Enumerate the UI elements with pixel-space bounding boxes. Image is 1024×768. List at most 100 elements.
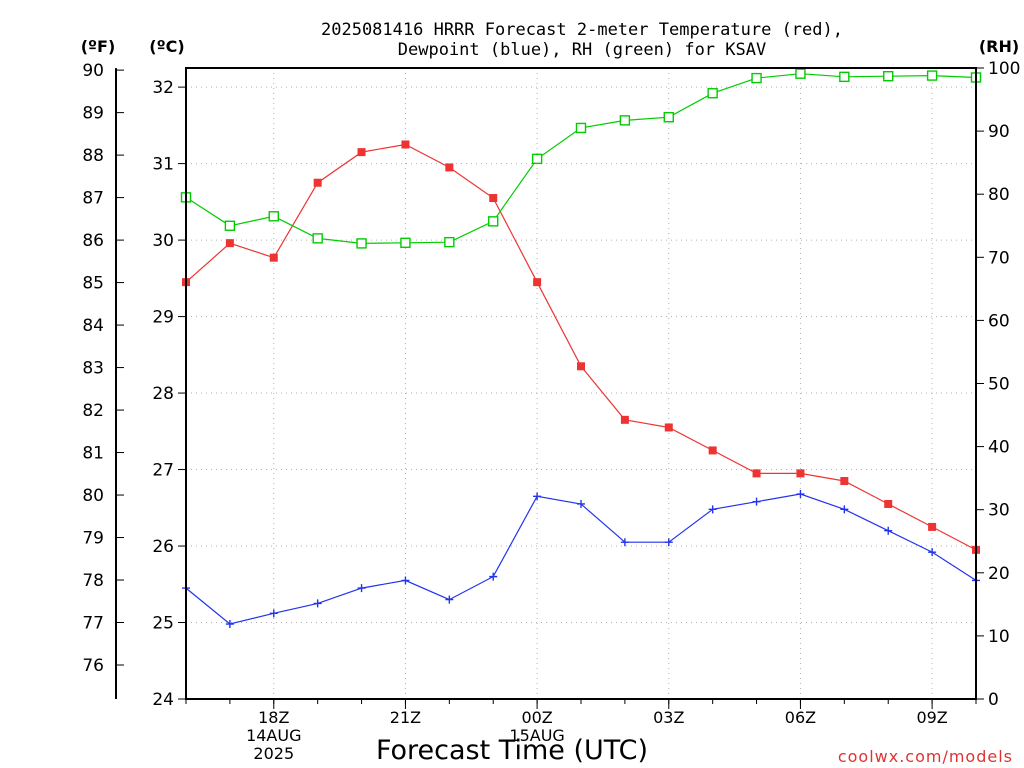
rh-point [356,238,367,249]
x-tick-label: 00Z [521,708,552,727]
rh-tick-label: 20 [988,564,1010,584]
temperature-point [928,522,937,531]
fahrenheit-tick-label: 87 [82,189,104,209]
rh-series [180,68,982,249]
rh-point [268,211,279,222]
series-layer [180,68,982,629]
temperature-point [620,415,629,424]
dewpoint-series [182,490,980,629]
rh-tick-label: 70 [988,248,1010,268]
x-tick-label: 14AUG [246,726,301,745]
temperature-point [577,362,585,371]
dewpoint-point [533,492,542,501]
dewpoint-point [796,490,805,499]
celsius-tick-label: 24 [152,690,174,710]
fahrenheit-tick-label: 78 [82,571,104,591]
dewpoint-point [928,548,937,557]
rh-point [531,153,543,165]
fahrenheit-tick-label: 84 [82,316,104,336]
rh-point [619,115,631,126]
x-tick-label: 2025 [253,744,294,763]
rh-point [488,216,499,227]
rh-tick-label: 100 [988,59,1020,79]
temperature-line [185,143,977,551]
dewpoint-point [708,505,717,514]
fahrenheit-tick-label: 82 [82,401,104,421]
fahrenheit-tick-label: 90 [82,61,104,81]
rh-point [751,72,762,84]
celsius-tick-label: 29 [152,308,174,328]
temperature-point [445,163,454,172]
temperature-point [401,140,410,149]
dewpoint-point [313,599,322,608]
x-tick-label: 18Z [258,708,289,727]
fahrenheit-tick-label: 77 [82,614,104,634]
dewpoint-point [401,576,410,585]
rh-tick-label: 30 [988,501,1010,521]
rh-point [839,71,850,83]
celsius-unit-label: (ºC) [149,37,184,56]
celsius-tick-label: 30 [152,231,174,251]
fahrenheit-tick-label: 88 [82,146,104,166]
fahrenheit-tick-label: 79 [82,529,104,549]
x-axis-label: Forecast Time (UTC) [376,735,648,766]
rh-point [663,112,674,123]
x-tick-label: 03Z [653,708,684,727]
rh-point [400,237,411,248]
fahrenheit-tick-label: 89 [82,104,104,124]
fahrenheit-tick-label: 80 [82,486,104,506]
fahrenheit-tick-label: 76 [82,656,104,676]
rh-tick-label: 40 [988,438,1010,458]
celsius-tick-label: 32 [152,78,174,98]
temperature-point [708,446,717,455]
temperature-point [313,178,322,187]
rh-point [224,220,236,231]
rh-tick-label: 0 [988,690,999,710]
dewpoint-point [225,620,234,629]
fahrenheit-tick-label: 85 [82,274,104,294]
dewpoint-point [489,572,498,581]
rh-line [185,73,977,245]
fahrenheit-tick-label: 86 [82,231,104,251]
celsius-tick-label: 26 [152,537,174,557]
x-tick-label: 21Z [390,708,421,727]
dewpoint-point [664,538,673,547]
temperature-point [752,469,761,478]
temperature-point [796,469,805,478]
dewpoint-point [577,499,585,508]
grid-lines [186,68,976,699]
temperature-point [489,194,498,203]
dewpoint-point [357,584,366,593]
temperature-point [533,278,542,287]
rh-tick-label: 50 [988,375,1010,395]
rh-tick-label: 90 [988,122,1010,142]
rh-tick-label: 10 [988,627,1010,647]
chart-title-line2: Dewpoint (blue), RH (green) for KSAV [398,40,766,60]
rh-unit-label: (RH) [979,37,1019,56]
rh-point [926,70,938,81]
temperature-point [884,499,893,508]
dewpoint-point [752,497,761,506]
dewpoint-point [269,609,278,618]
temperature-point [269,253,278,262]
temperature-series [182,140,980,554]
fahrenheit-tick-label: 83 [82,359,104,379]
celsius-tick-label: 27 [152,461,174,481]
plot-frame [185,67,977,700]
rh-point [883,71,894,82]
x-tick-label: 15AUG [509,726,564,745]
x-tick-label: 09Z [916,708,947,727]
rh-point [444,236,455,248]
fahrenheit-tick-label: 81 [82,444,104,464]
dewpoint-point [884,526,893,535]
celsius-tick-label: 31 [152,155,174,175]
x-tick-label: 06Z [785,708,816,727]
rh-tick-label: 60 [988,311,1010,331]
celsius-tick-label: 28 [152,384,174,404]
rh-tick-label: 80 [988,185,1010,205]
rh-point [707,88,718,99]
temperature-point [840,477,849,486]
celsius-tick-label: 25 [152,614,174,634]
chart-title-line1: 2025081416 HRRR Forecast 2-meter Tempera… [321,20,843,40]
